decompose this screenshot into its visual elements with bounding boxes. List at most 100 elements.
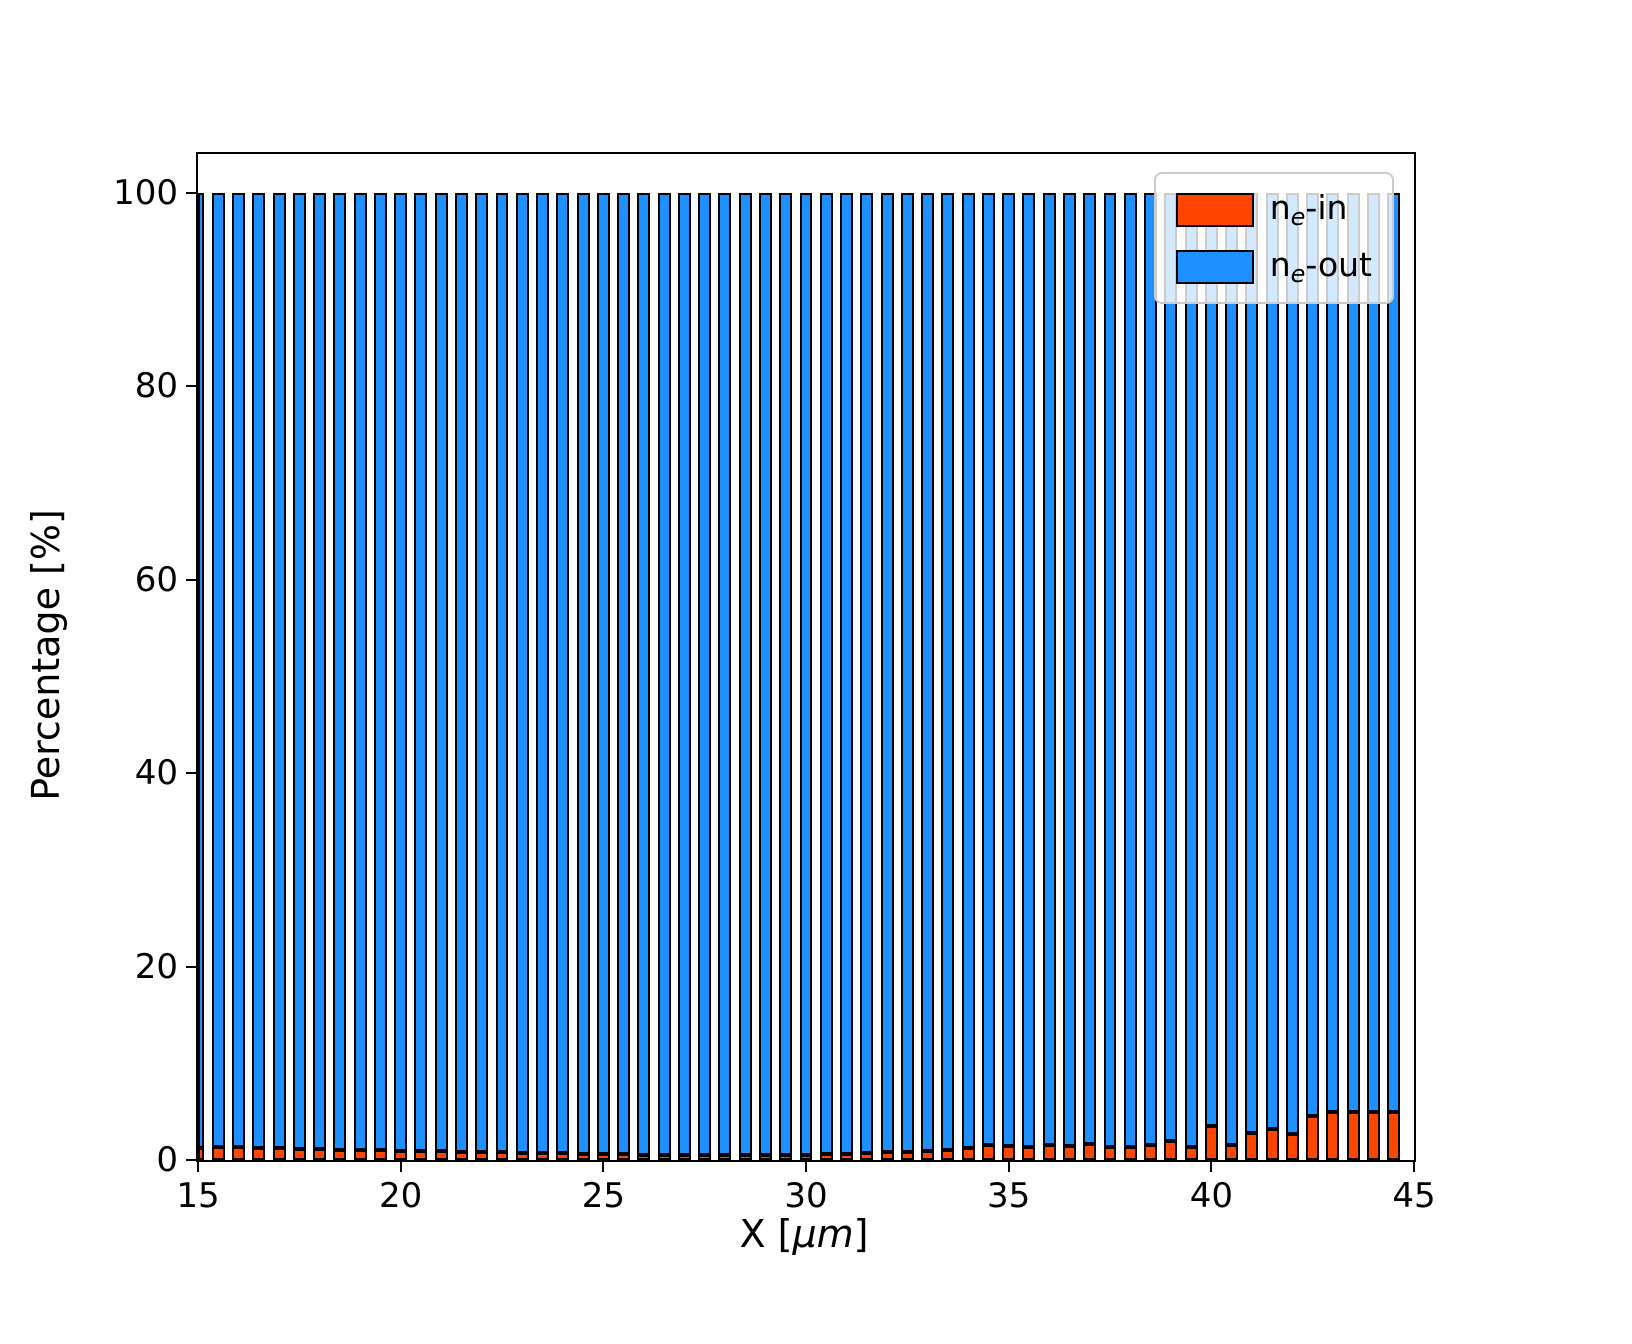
legend-label-suffix: -out — [1305, 245, 1372, 284]
bar-segment-ne-in — [198, 1148, 205, 1160]
x-tick-label: 40 — [1189, 1176, 1233, 1216]
x-tick-label: 20 — [379, 1176, 423, 1216]
y-axis-label: Percentage [%] — [24, 509, 68, 801]
plot-area: ne-in ne-out — [196, 152, 1416, 1162]
y-tick-mark — [186, 1159, 196, 1161]
bar-segment-ne-out — [880, 192, 894, 1153]
x-tick-label: 30 — [784, 1176, 828, 1216]
bar-segment-ne-in — [981, 1145, 995, 1160]
bar-segment-ne-out — [1184, 192, 1198, 1148]
bar-segment-ne-out — [1265, 192, 1279, 1130]
bar-segment-ne-out — [394, 192, 408, 1152]
bar-segment-ne-out — [1164, 192, 1178, 1141]
bar-segment-ne-out — [698, 192, 712, 1156]
bar-segment-ne-out — [799, 192, 813, 1156]
bar-segment-ne-in — [292, 1149, 306, 1160]
bar-segment-ne-in — [495, 1152, 509, 1160]
bar-segment-ne-in — [1366, 1111, 1380, 1160]
bar-segment-ne-in — [718, 1155, 732, 1160]
x-axis-label-suffix: ] — [853, 1212, 869, 1256]
bar-segment-ne-in — [1225, 1144, 1239, 1160]
bar-segment-ne-out — [1144, 192, 1158, 1146]
bar-segment-ne-in — [454, 1152, 468, 1160]
legend: ne-in ne-out — [1153, 172, 1394, 304]
x-tick-mark — [1413, 1162, 1415, 1172]
legend-label-base: n — [1269, 188, 1291, 227]
bar-segment-ne-out — [495, 192, 509, 1153]
bar-segment-ne-out — [1123, 192, 1137, 1148]
bar-segment-ne-out — [779, 192, 793, 1156]
bar-segment-ne-out — [1245, 192, 1259, 1133]
bar-segment-ne-out — [313, 192, 327, 1150]
bar-segment-ne-in — [596, 1154, 610, 1160]
bar-segment-ne-out — [637, 192, 651, 1156]
bar-segment-ne-in — [394, 1151, 408, 1160]
bar-segment-ne-in — [373, 1150, 387, 1160]
bar-segment-ne-out — [1002, 192, 1016, 1147]
bar-segment-ne-out — [333, 192, 347, 1151]
legend-row-ne-in: ne-in — [1175, 188, 1372, 231]
bar-segment-ne-out — [819, 192, 833, 1155]
bar-segment-ne-in — [1002, 1146, 1016, 1160]
x-tick-mark — [805, 1162, 807, 1172]
bar-segment-ne-in — [657, 1155, 671, 1160]
bars-layer — [198, 154, 1414, 1160]
legend-label-suffix: -in — [1305, 188, 1348, 227]
bar-segment-ne-out — [1083, 192, 1097, 1144]
bar-segment-ne-in — [1306, 1116, 1320, 1160]
bar-segment-ne-in — [1062, 1146, 1076, 1160]
bar-segment-ne-in — [860, 1153, 874, 1160]
x-tick-label: 25 — [581, 1176, 625, 1216]
bar-segment-ne-in — [921, 1151, 935, 1160]
y-tick-mark — [186, 772, 196, 775]
bar-segment-ne-out — [1306, 192, 1320, 1117]
bar-segment-ne-in — [738, 1155, 752, 1160]
x-tick-label: 45 — [1392, 1176, 1436, 1216]
y-tick-mark — [186, 578, 196, 581]
bar-segment-ne-in — [1083, 1143, 1097, 1160]
bar-segment-ne-in — [515, 1153, 529, 1160]
bar-segment-ne-in — [1245, 1132, 1259, 1160]
bar-segment-ne-in — [758, 1155, 772, 1160]
y-tick-mark — [186, 191, 196, 194]
bar-segment-ne-out — [211, 192, 225, 1148]
bar-segment-ne-in — [434, 1151, 448, 1160]
bar-segment-ne-out — [1022, 192, 1036, 1148]
bar-segment-ne-out — [1346, 192, 1360, 1112]
bar-segment-ne-out — [1387, 192, 1401, 1112]
bar-segment-ne-out — [1366, 192, 1380, 1112]
bar-segment-ne-out — [961, 192, 975, 1149]
legend-swatch-ne-in — [1175, 192, 1254, 227]
bar-segment-ne-in — [900, 1152, 914, 1160]
bar-segment-ne-out — [1326, 192, 1340, 1112]
bar-segment-ne-in — [1204, 1126, 1218, 1160]
x-tick-mark — [399, 1162, 402, 1172]
x-axis-label: X [μm] — [740, 1212, 869, 1256]
x-tick-mark — [1210, 1162, 1213, 1172]
bar-segment-ne-in — [1042, 1145, 1056, 1160]
bar-segment-ne-out — [617, 192, 631, 1155]
x-tick-mark — [602, 1162, 605, 1172]
bar-segment-ne-out — [353, 192, 367, 1151]
x-tick-mark — [1007, 1162, 1010, 1172]
bar-segment-ne-out — [860, 192, 874, 1154]
y-tick-label: 0 — [156, 1140, 178, 1180]
bar-segment-ne-out — [556, 192, 570, 1154]
bar-segment-ne-in — [617, 1154, 631, 1160]
bar-segment-ne-out — [252, 192, 266, 1149]
y-tick-label: 100 — [113, 172, 178, 213]
bar-segment-ne-in — [698, 1155, 712, 1160]
bar-segment-ne-out — [1042, 192, 1056, 1146]
bar-segment-ne-out — [738, 192, 752, 1156]
legend-row-ne-out: ne-out — [1175, 245, 1372, 288]
bar-segment-ne-out — [900, 192, 914, 1153]
bar-segment-ne-in — [333, 1150, 347, 1160]
y-tick-mark — [186, 965, 196, 968]
bar-segment-ne-out — [272, 192, 286, 1149]
bar-segment-ne-in — [1285, 1133, 1299, 1160]
bar-segment-ne-in — [1123, 1147, 1137, 1160]
x-axis-label-prefix: X [ — [739, 1212, 793, 1256]
bar-segment-ne-in — [1144, 1145, 1158, 1160]
bar-segment-ne-out — [1285, 192, 1299, 1134]
